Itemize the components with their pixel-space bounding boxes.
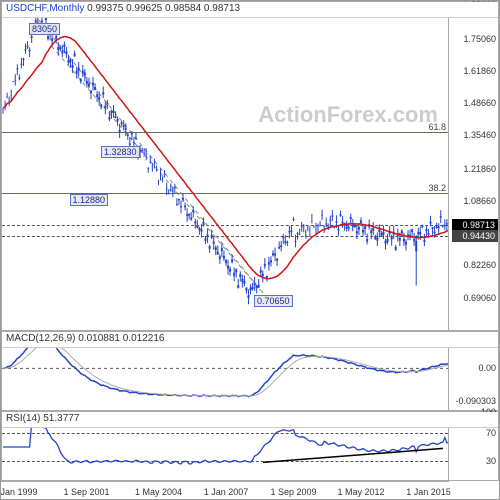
rsi-title: RSI(14) 51.3777 bbox=[2, 412, 498, 428]
x-axis: Jan 19991 Sep 20011 May 20041 Jan 20071 … bbox=[1, 481, 449, 499]
symbol-label: USDCHF,Monthly bbox=[6, 3, 84, 14]
ohlc-values: 0.99375 0.99625 0.98584 0.98713 bbox=[87, 3, 240, 14]
price-panel: USDCHF,Monthly 0.99375 0.99625 0.98584 0… bbox=[1, 1, 499, 331]
price-header: USDCHF,Monthly 0.99375 0.99625 0.98584 0… bbox=[2, 2, 498, 18]
macd-title: MACD(12,26,9) 0.010881 0.012216 bbox=[2, 332, 498, 348]
chart-container: USDCHF,Monthly 0.99375 0.99625 0.98584 0… bbox=[0, 0, 500, 500]
price-plot-area[interactable]: ActionForex.com 61.838.2830501.328301.12… bbox=[2, 2, 448, 330]
rsi-panel: RSI(14) 51.3777 3070100 bbox=[1, 411, 499, 481]
macd-panel: MACD(12,26,9) 0.010881 0.012216 -0.09030… bbox=[1, 331, 499, 411]
price-y-axis: 0.690600.822600.954601.086601.218601.354… bbox=[448, 2, 498, 330]
